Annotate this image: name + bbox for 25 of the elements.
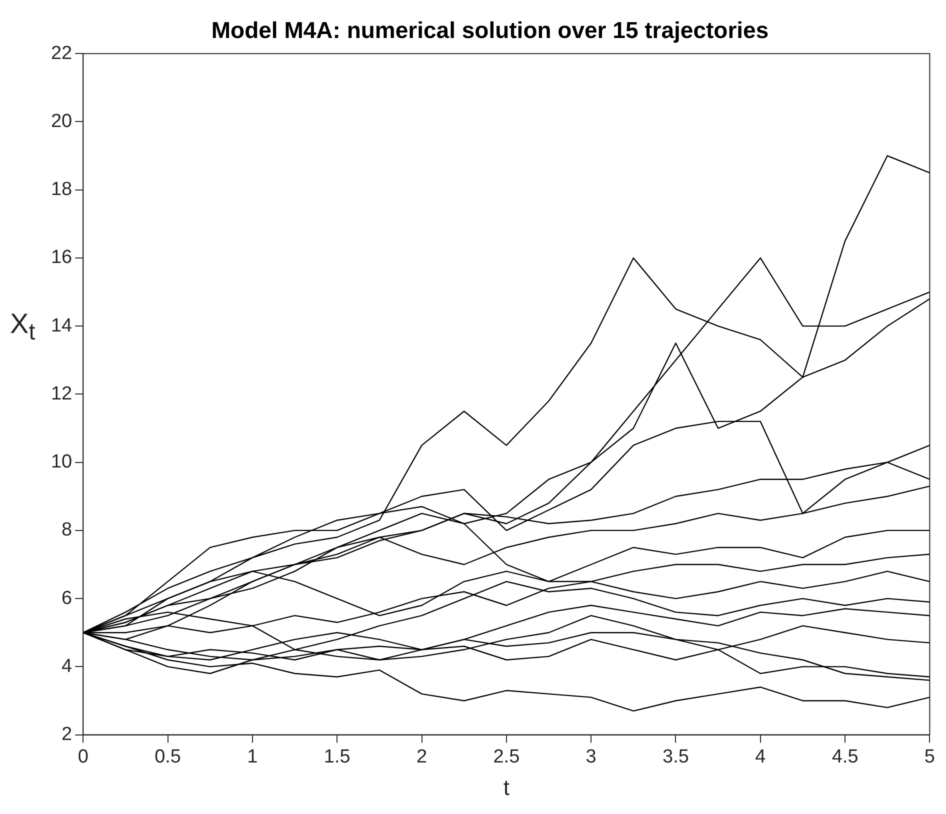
x-tick-label: 2.5	[493, 746, 520, 768]
y-tick-label: 8	[62, 520, 72, 541]
y-tick-label: 18	[50, 179, 72, 200]
y-tick-label: 4	[62, 656, 73, 677]
y-tick-label: 14	[50, 315, 73, 336]
y-tick-label: 2	[62, 724, 72, 746]
x-tick-label: 3.5	[662, 746, 689, 768]
x-tick-label: 0	[78, 746, 88, 768]
x-tick-label: 3	[586, 746, 596, 768]
x-tick-label: 1	[247, 746, 258, 768]
chart-title: Model M4A: numerical solution over 15 trajectories	[211, 17, 769, 44]
y-tick-label: 6	[62, 588, 72, 609]
y-axis-title: X$_{t}$	[10, 308, 36, 346]
x-tick-label: 4.5	[832, 746, 858, 768]
x-tick-label: 2	[416, 746, 428, 768]
x-axis-title: t	[503, 774, 510, 800]
y-tick-label: 20	[50, 110, 72, 132]
y-tick-label: 16	[50, 247, 72, 268]
y-tick-label: 10	[50, 452, 72, 473]
y-tick-label: 22	[50, 42, 72, 64]
x-tick-label: 5	[924, 746, 936, 768]
y-tick-label: 12	[50, 383, 72, 404]
x-tick-label: 0.5	[154, 746, 182, 768]
x-tick-label: 4	[755, 746, 766, 768]
x-tick-label: 1.5	[324, 746, 350, 768]
